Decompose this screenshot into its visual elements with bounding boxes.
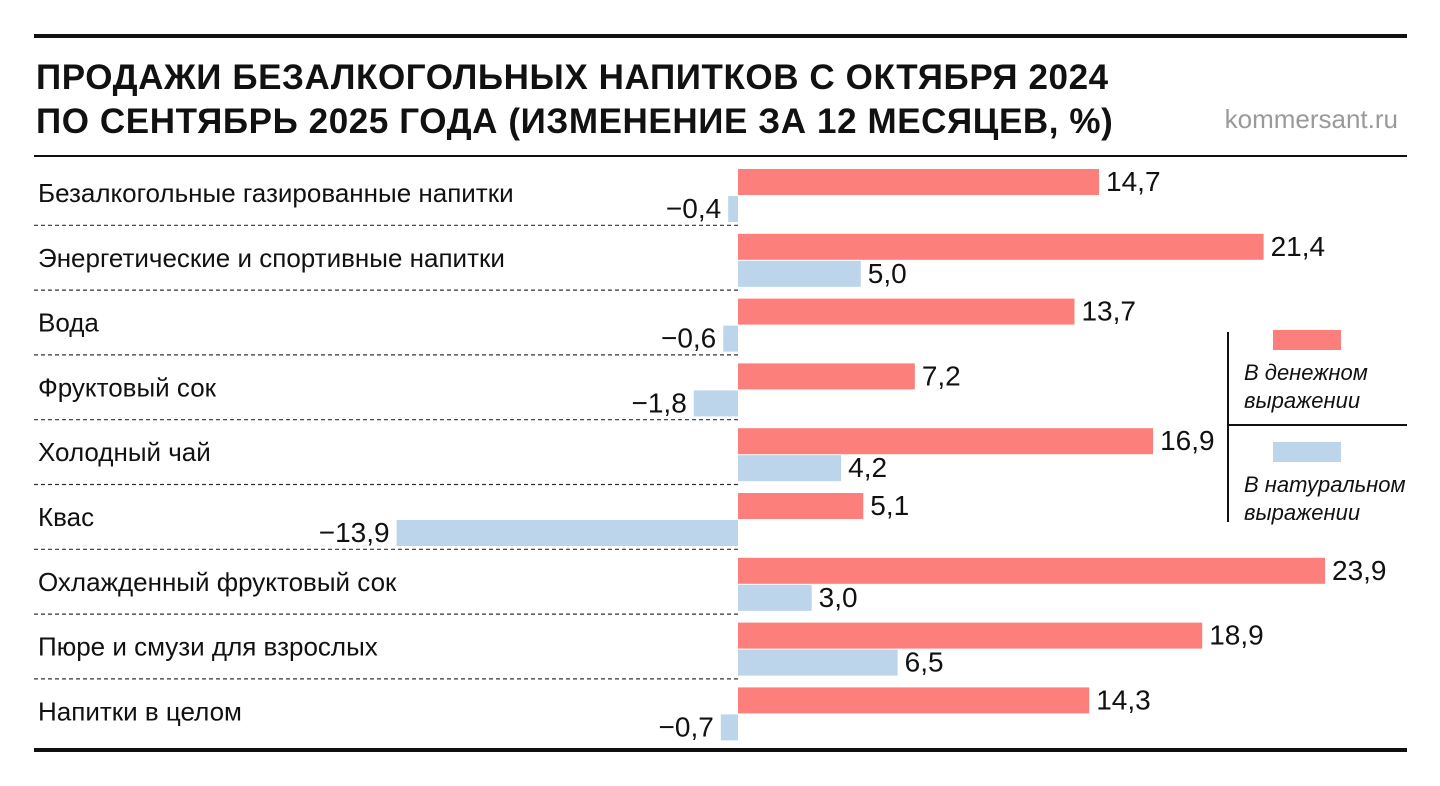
money-value-label: 14,7 — [1106, 166, 1161, 197]
category-label: Охлажденный фруктовый сок — [38, 567, 397, 597]
volume-value-label: −0,4 — [666, 193, 721, 224]
money-bar — [738, 298, 1075, 325]
money-value-label: 13,7 — [1081, 296, 1136, 327]
money-bar — [738, 428, 1154, 455]
header-rule — [34, 155, 1407, 157]
category-label: Вода — [38, 308, 99, 338]
money-value-label: 21,4 — [1271, 231, 1326, 262]
legend-swatch-money — [1273, 330, 1341, 350]
money-bar — [738, 363, 915, 390]
legend-label-volume: выражении — [1244, 500, 1360, 525]
volume-bar — [723, 325, 738, 352]
volume-value-label: −0,6 — [661, 323, 716, 354]
money-bar — [738, 687, 1090, 714]
volume-bar — [738, 649, 898, 676]
volume-value-label: 4,2 — [848, 452, 887, 483]
money-value-label: 7,2 — [922, 360, 961, 391]
money-value-label: 16,9 — [1160, 425, 1215, 456]
source-label: kommersant.ru — [1224, 104, 1398, 134]
category-label: Холодный чай — [38, 437, 211, 467]
category-label: Квас — [38, 502, 94, 532]
legend-label-money: выражении — [1244, 388, 1360, 413]
category-label: Напитки в целом — [38, 696, 242, 726]
volume-value-label: −13,9 — [319, 517, 390, 548]
volume-bar — [693, 390, 738, 417]
top-rule — [34, 34, 1407, 38]
title-line-2: ПО СЕНТЯБРЬ 2025 ГОДА (ИЗМЕНЕНИЕ ЗА 12 М… — [36, 102, 1114, 141]
category-label: Пюре и смузи для взрослых — [38, 632, 378, 662]
volume-bar — [720, 714, 738, 741]
volume-value-label: 3,0 — [819, 582, 858, 613]
chart-title: ПРОДАЖИ БЕЗАЛКОГОЛЬНЫХ НАПИТКОВ С ОКТЯБР… — [36, 56, 1113, 144]
volume-value-label: −1,8 — [632, 387, 687, 418]
category-label: Фруктовый сок — [38, 372, 217, 402]
money-value-label: 14,3 — [1096, 684, 1151, 715]
category-label: Безалкогольные газированные напитки — [38, 178, 514, 208]
bottom-rule — [34, 748, 1407, 752]
volume-value-label: 5,0 — [868, 258, 907, 289]
volume-bar — [738, 260, 861, 287]
money-value-label: 5,1 — [870, 490, 909, 521]
volume-value-label: −0,7 — [659, 711, 714, 742]
money-bar — [738, 622, 1203, 649]
money-bar — [738, 557, 1325, 584]
volume-bar — [738, 455, 842, 482]
volume-bar — [728, 196, 738, 222]
money-bar — [738, 493, 864, 519]
volume-bar — [396, 520, 738, 546]
money-bar — [738, 169, 1100, 195]
money-value-label: 23,9 — [1332, 555, 1387, 586]
money-value-label: 18,9 — [1209, 620, 1264, 651]
category-label: Энергетические и спортивные напитки — [38, 243, 505, 273]
volume-value-label: 6,5 — [905, 647, 944, 678]
legend-swatch-volume — [1273, 442, 1341, 462]
title-line-1: ПРОДАЖИ БЕЗАЛКОГОЛЬНЫХ НАПИТКОВ С ОКТЯБР… — [36, 58, 1109, 97]
legend-label-money: В денежном — [1244, 360, 1368, 385]
volume-bar — [738, 584, 812, 611]
money-bar — [738, 233, 1264, 260]
legend-label-volume: В натуральном — [1244, 472, 1406, 497]
